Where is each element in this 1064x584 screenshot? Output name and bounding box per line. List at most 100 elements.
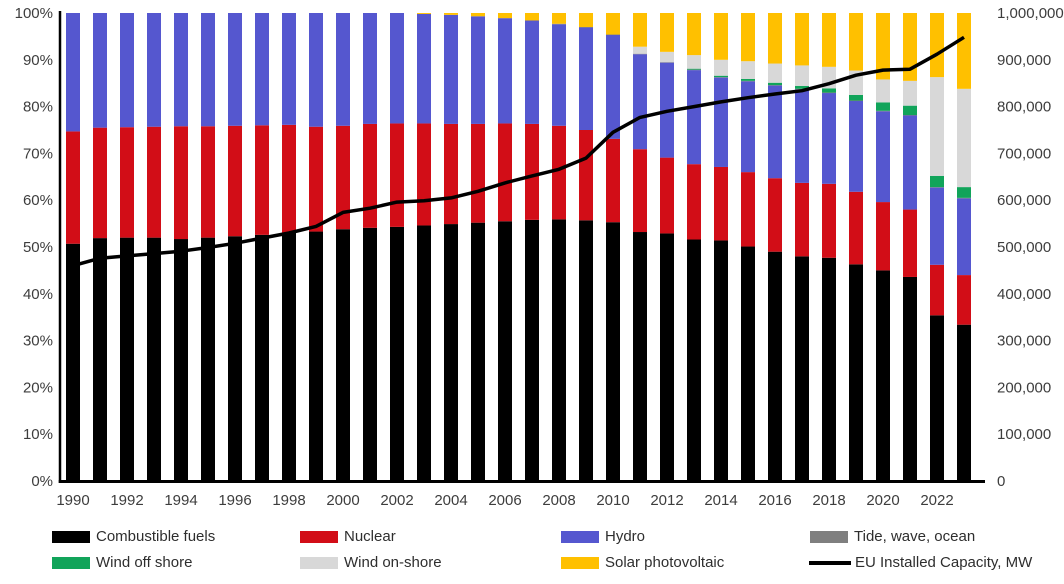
bar-segment — [957, 324, 971, 481]
bar-segment — [120, 237, 134, 481]
bar-segment — [660, 51, 674, 63]
bar-segment — [444, 224, 458, 481]
eu-installed-capacity-line — [72, 35, 965, 268]
bar-segment — [741, 81, 755, 173]
bar-segment — [201, 237, 215, 481]
bar-segment — [903, 276, 917, 481]
bar-segment — [795, 65, 809, 87]
bar-segment — [687, 68, 701, 70]
bar-segment — [714, 59, 728, 76]
bar-segment — [660, 157, 674, 234]
bar-segment — [714, 240, 728, 481]
bar-segment — [876, 202, 890, 271]
bar-segment — [579, 27, 593, 131]
bar-segment — [714, 13, 728, 60]
bar-segment — [255, 125, 269, 235]
bar-segment — [579, 220, 593, 481]
bar-segment — [768, 63, 782, 83]
bar-segment — [768, 82, 782, 86]
bar-segment — [795, 256, 809, 481]
bar-segment — [93, 13, 107, 128]
bar-segment — [390, 13, 404, 124]
bar-segment — [768, 251, 782, 481]
bar-segment — [714, 77, 728, 167]
bar-segment — [444, 123, 458, 225]
x-axis-tick-label: 2010 — [596, 492, 629, 509]
bar-segment — [363, 227, 377, 481]
bar-segment — [795, 89, 809, 183]
right-axis-tick-label: 700,000 — [997, 145, 1051, 162]
right-axis-tick-label: 0 — [997, 473, 1005, 490]
bar-segment — [147, 13, 161, 127]
bar-segment — [903, 80, 917, 106]
x-axis-tick-label: 2022 — [920, 492, 953, 509]
bar-segment — [444, 13, 458, 15]
bar-segment — [822, 88, 836, 93]
x-axis-tick-label: 1992 — [110, 492, 143, 509]
bar-segment — [795, 13, 809, 66]
bar-segment — [795, 182, 809, 257]
bar-segment — [282, 124, 296, 233]
x-axis-tick-label: 2020 — [866, 492, 899, 509]
bar-segment — [579, 130, 593, 221]
bar-segment — [768, 178, 782, 252]
bar-segment — [957, 275, 971, 325]
bar-segment — [633, 13, 647, 47]
bar-segment — [579, 27, 593, 28]
bar-segment — [876, 13, 890, 80]
bar-segment — [471, 16, 485, 124]
bar-segment — [309, 126, 323, 232]
bar-segment — [687, 55, 701, 69]
bar-segment — [525, 20, 539, 124]
right-axis-tick-label: 200,000 — [997, 379, 1051, 396]
x-axis-tick-label: 1994 — [164, 492, 197, 509]
bar-segment — [525, 123, 539, 220]
bar-segment — [498, 221, 512, 481]
bar-segment — [930, 77, 944, 176]
bar-segment — [525, 219, 539, 481]
bar-segment — [957, 198, 971, 276]
bar-segment — [282, 13, 296, 125]
bar-segment — [606, 13, 620, 35]
bar-segment — [687, 164, 701, 240]
bar-segment — [741, 172, 755, 247]
bar-segment — [147, 237, 161, 481]
x-axis-tick-label: 2002 — [380, 492, 413, 509]
x-axis-tick-label: 2008 — [542, 492, 575, 509]
bar-segment — [849, 100, 863, 192]
bar-segment — [606, 34, 620, 36]
bar-segment — [363, 13, 377, 124]
bar-segment — [876, 270, 890, 481]
right-axis-tick-label: 800,000 — [997, 99, 1051, 116]
bar-segment — [309, 13, 323, 127]
bar-segment — [741, 13, 755, 62]
bar-segment — [174, 13, 188, 127]
bar-segment — [390, 123, 404, 227]
bar-segment — [822, 92, 836, 94]
right-axis-tick-label: 400,000 — [997, 286, 1051, 303]
bar-segment — [930, 264, 944, 316]
bar-segment — [930, 175, 944, 188]
capacity-line-group — [72, 35, 965, 268]
bar-segment — [336, 229, 350, 481]
bar-segment — [714, 75, 728, 78]
x-axis-tick-label: 2006 — [488, 492, 521, 509]
bar-segment — [849, 13, 863, 71]
left-axis-tick-label: 30% — [23, 333, 53, 350]
bar-segment — [336, 125, 350, 230]
bar-segment — [660, 13, 674, 52]
bar-segment — [444, 14, 458, 124]
bar-segment — [552, 13, 566, 24]
bar-segment — [876, 111, 890, 203]
bar-segment — [66, 243, 80, 481]
bar-segment — [660, 62, 674, 63]
x-axis-tick-label: 2018 — [812, 492, 845, 509]
left-axis-tick-label: 0% — [31, 473, 53, 490]
x-axis-tick-label: 2014 — [704, 492, 737, 509]
left-axis-tick-label: 20% — [23, 379, 53, 396]
bar-segment — [633, 54, 647, 150]
bar-segment — [876, 79, 890, 103]
bar-segment — [579, 13, 593, 28]
bar-segment — [876, 110, 890, 112]
axes-group — [58, 11, 985, 483]
